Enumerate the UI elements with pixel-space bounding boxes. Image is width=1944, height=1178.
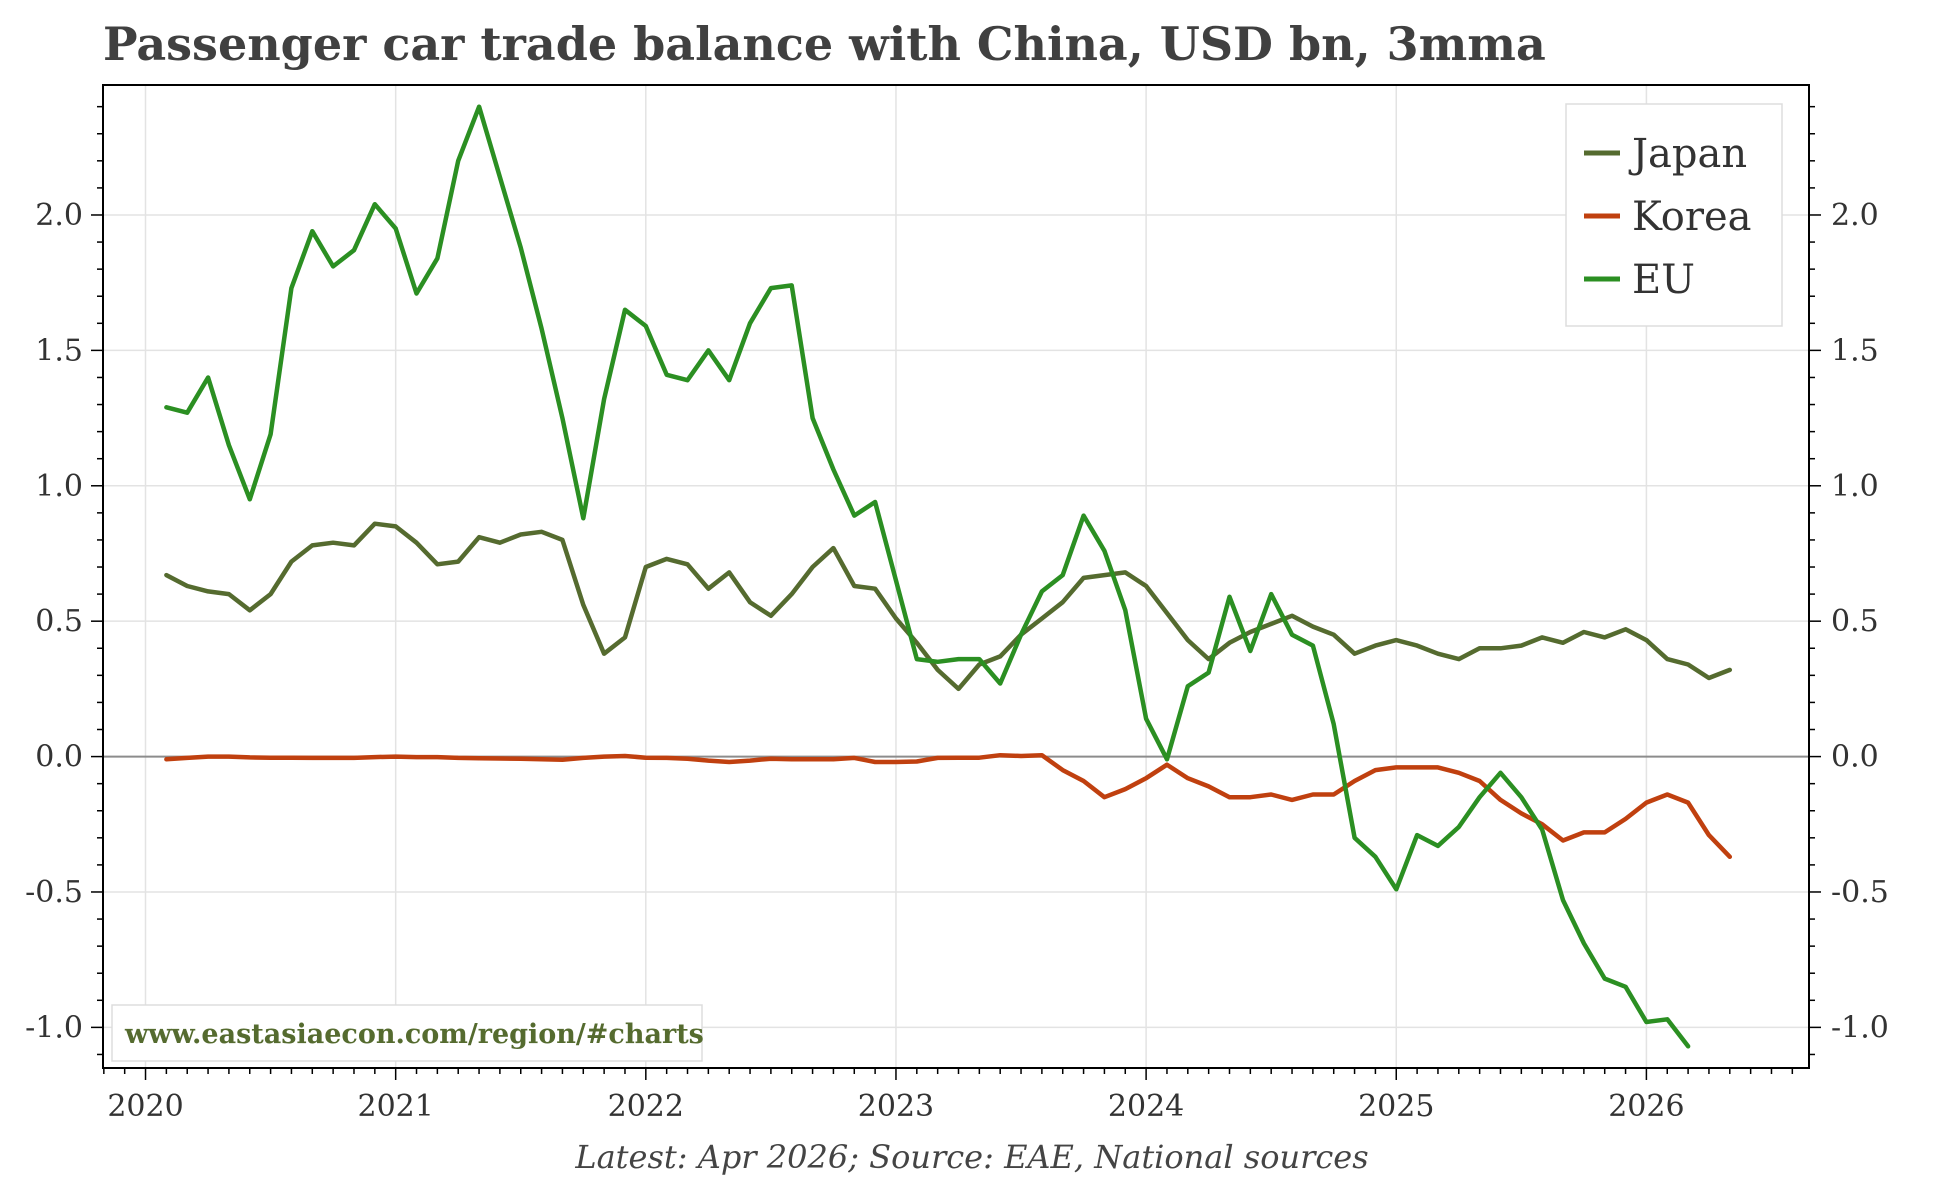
y-tick-label-right: 0.0 <box>1831 740 1879 775</box>
source-note: Latest: Apr 2026; Source: EAE, National … <box>574 1138 1368 1176</box>
axis-ticks: -1.0 -1.0 -0.5 -0.5 0.0 0.0 0.5 0.5 1.0 1.0 1.5 1.5… <box>25 105 1889 1124</box>
x-tick-label: 2026 <box>1608 1089 1684 1124</box>
y-tick-label-right: -1.0 <box>1831 1010 1889 1045</box>
legend: Japan Korea EU <box>1565 103 1783 327</box>
y-tick-label-left: 0.5 <box>35 604 83 639</box>
y-tick-label-left: 0.0 <box>35 740 83 775</box>
series-line-eu <box>164 104 1691 1049</box>
chart-title: Passenger car trade balance with China, … <box>103 17 1546 71</box>
y-tick-label-left: -1.0 <box>25 1010 83 1045</box>
x-tick-label: 2022 <box>608 1089 684 1124</box>
y-tick-label-right: 0.5 <box>1831 604 1879 639</box>
legend-label-japan: Japan <box>1628 131 1747 177</box>
series-line-korea <box>164 752 1733 860</box>
watermark: www.eastasiaecon.com/region/#charts <box>111 1004 704 1062</box>
watermark-text: www.eastasiaecon.com/region/#charts <box>124 1019 704 1050</box>
y-tick-label-right: 2.0 <box>1831 198 1879 233</box>
x-tick-label: 2024 <box>1108 1089 1184 1124</box>
y-tick-label-right: -0.5 <box>1831 875 1889 910</box>
y-tick-label-left: 1.5 <box>35 333 83 368</box>
y-tick-label-right: 1.5 <box>1831 333 1879 368</box>
x-tick-label: 2021 <box>357 1089 433 1124</box>
grid <box>103 85 1809 1068</box>
series-layer <box>164 104 1733 1049</box>
y-tick-label-left: -0.5 <box>25 875 83 910</box>
watermark-box <box>111 1004 703 1062</box>
x-tick-label: 2025 <box>1358 1089 1434 1124</box>
legend-label-korea: Korea <box>1632 194 1752 240</box>
y-tick-label-left: 2.0 <box>35 198 83 233</box>
x-tick-label: 2020 <box>107 1089 183 1124</box>
y-tick-label-left: 1.0 <box>35 469 83 504</box>
series-line-japan <box>164 521 1733 692</box>
legend-label-eu: EU <box>1632 257 1695 303</box>
plot-frame <box>102 84 1810 1069</box>
x-tick-label: 2023 <box>858 1089 934 1124</box>
y-tick-label-right: 1.0 <box>1831 469 1879 504</box>
